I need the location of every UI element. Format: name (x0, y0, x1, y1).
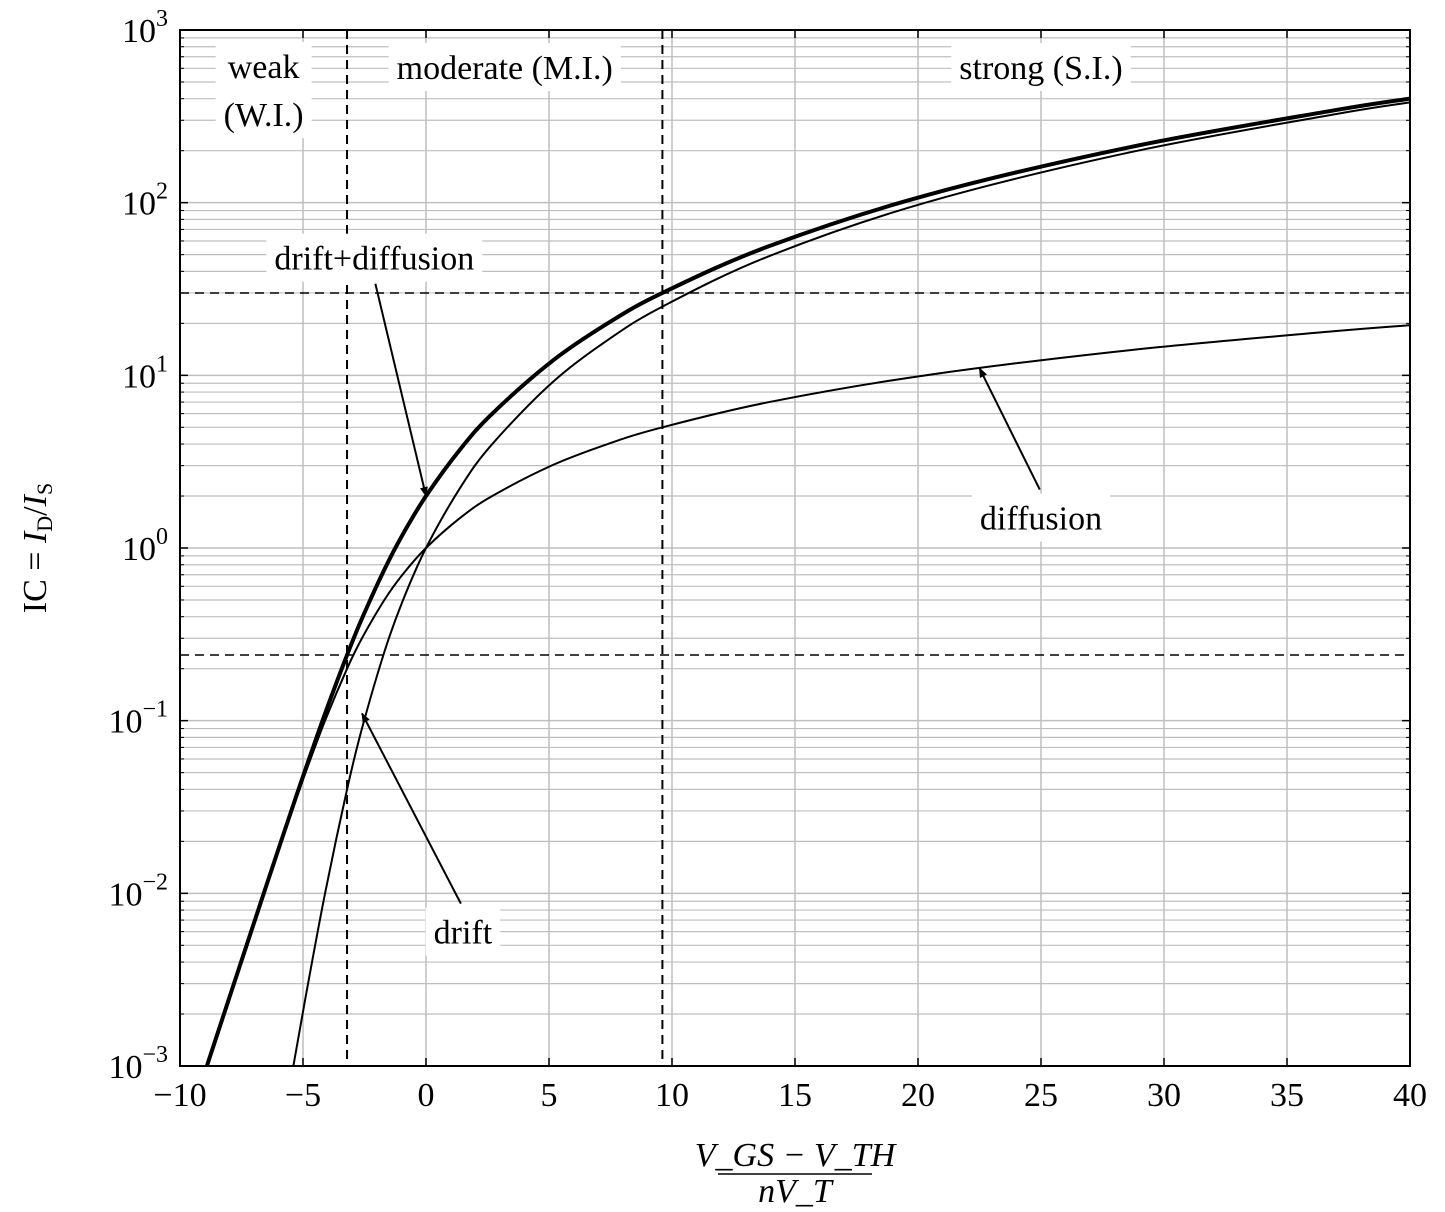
y-tick-label: 102 (122, 179, 168, 223)
annotation-arrow (978, 367, 1041, 491)
annotation-label-background (266, 233, 483, 282)
x-tick-label: 5 (541, 1077, 558, 1114)
x-tick-label: 35 (1270, 1077, 1304, 1114)
x-tick-label: 15 (778, 1077, 812, 1114)
x-tick-label: 30 (1147, 1077, 1181, 1114)
region-label-text: (W.I.) (224, 97, 304, 134)
annotation-label-text: drift+diffusion (274, 241, 474, 278)
region-label-text: strong (S.I.) (959, 50, 1122, 87)
series-line-drift (291, 101, 1410, 1066)
y-label-prefix: IC = (17, 543, 54, 613)
grid (179, 29, 1411, 1067)
x-tick-label: 0 (418, 1077, 435, 1114)
region-label: moderate (M.I.) (388, 43, 621, 91)
x-tick-label: 25 (1024, 1077, 1058, 1114)
x-tick-label: 10 (655, 1077, 689, 1114)
y-label-den-sub: S (32, 483, 57, 495)
annotation-label-text: drift (434, 915, 493, 952)
y-label-num: I (17, 530, 54, 544)
x-label-numerator: V_GS − V_TH (695, 1137, 898, 1174)
annotation-label-background (425, 907, 501, 956)
x-tick-label: 40 (1393, 1077, 1427, 1114)
region-label-text: weak (228, 49, 300, 86)
y-tick-label: 10−3 (108, 1042, 168, 1086)
region-label-background (951, 43, 1131, 91)
annotation-label-background (971, 493, 1111, 542)
y-tick-label: 100 (122, 524, 168, 568)
y-axis-label: IC = ID/IS (17, 483, 57, 613)
reference-lines (180, 30, 1410, 1066)
region-labels: weak (W.I.) moderate (M.I.) strong (S.I.) (215, 42, 1131, 138)
x-tick-label: −10 (153, 1077, 206, 1114)
annotation-label: diffusion (971, 493, 1111, 542)
y-tick-label: 10−1 (108, 697, 168, 741)
y-tick-label: 103 (122, 6, 168, 50)
x-axis-label: V_GS − V_TH nV_T (695, 1137, 898, 1210)
x-tick-label: 20 (901, 1077, 935, 1114)
ticks: −10 −5 0 5 10 15 20 25 30 35 40 10−3 10−2 10−1 100 101 1… (108, 6, 1427, 1114)
annotation-arrow (361, 712, 462, 905)
region-label: strong (S.I.) (951, 43, 1131, 91)
region-label-background (388, 43, 621, 91)
y-label-num-sub: D (32, 516, 57, 532)
x-label-denominator: nV_T (758, 1173, 834, 1210)
region-label: weak (W.I.) (215, 42, 312, 138)
annotation-label-text: diffusion (980, 501, 1102, 538)
annotations: drift+diffusion diffusion drift (266, 233, 1111, 956)
y-tick-label: 10−2 (108, 869, 168, 913)
svg-text:IC = ID/IS: IC = ID/IS (17, 483, 57, 613)
x-tick-label: −5 (285, 1077, 321, 1114)
curves (205, 96, 1410, 1066)
region-label-background (215, 42, 312, 138)
y-tick-label: 101 (122, 351, 168, 395)
region-label-text: moderate (M.I.) (397, 50, 613, 87)
annotation-label: drift (425, 907, 501, 956)
series-line-diffusion (205, 324, 1410, 1066)
y-label-den: I (17, 493, 54, 507)
annotation-label: drift+diffusion (266, 233, 483, 282)
annotation-arrow (374, 283, 428, 497)
